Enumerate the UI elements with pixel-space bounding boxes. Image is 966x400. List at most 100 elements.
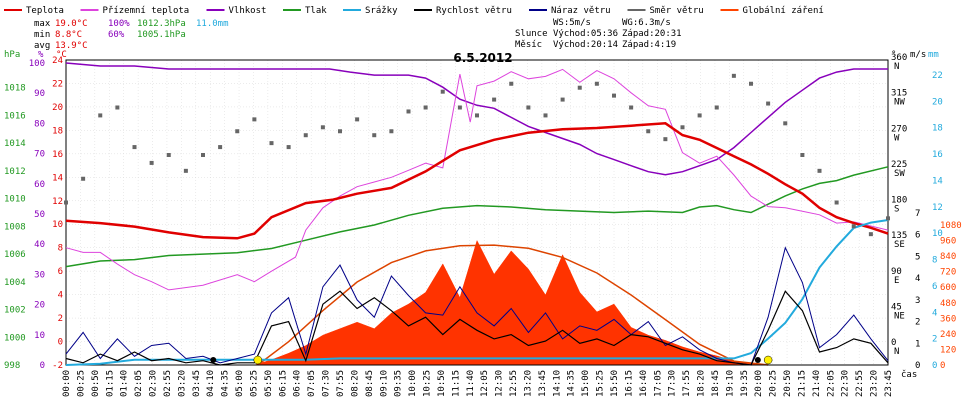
axis-hpa-tick-6: 1010 xyxy=(4,195,26,205)
axis-mm-tick-6: 12 xyxy=(932,203,943,213)
axis-degc-tick-11: 20 xyxy=(52,103,63,113)
x-tick-21: 08:45 xyxy=(365,370,375,397)
axis-degc-tick-6: 10 xyxy=(52,220,63,230)
wind-direction-point-38 xyxy=(714,105,719,110)
wind-direction-point-9 xyxy=(218,145,223,150)
wind-direction-point-39 xyxy=(731,73,736,78)
x-tick-31: 12:55 xyxy=(509,370,519,397)
wind-direction-point-4 xyxy=(132,145,137,150)
axis-degc-label: °C xyxy=(56,50,67,60)
x-tick-27: 11:15 xyxy=(451,370,461,397)
axis-mm-tick-7: 14 xyxy=(932,176,943,186)
axis-pct-tick-6: 60 xyxy=(34,180,45,190)
x-tick-44: 18:20 xyxy=(697,370,707,397)
wind-speed-line xyxy=(65,290,889,366)
x-tick-39: 16:15 xyxy=(624,370,634,397)
axis-degc-tick-13: 24 xyxy=(52,56,63,66)
x-tick-0: 00:00 xyxy=(62,370,72,397)
stat-avg-label: avg xyxy=(34,41,50,51)
x-tick-22: 09:10 xyxy=(379,370,389,397)
x-tick-23: 09:35 xyxy=(394,370,404,397)
x-tick-12: 05:00 xyxy=(235,370,245,397)
wind-direction-point-15 xyxy=(320,125,325,130)
plot-border xyxy=(65,59,889,366)
axis-compass-1: NE xyxy=(894,311,905,321)
x-tick-53: 22:05 xyxy=(826,370,836,397)
axis-mm-tick-2: 4 xyxy=(932,308,937,318)
wind-direction-point-14 xyxy=(303,133,308,138)
x-tick-24: 10:00 xyxy=(408,370,418,397)
axis-deg-tick-3: 135 xyxy=(891,231,907,241)
x-tick-11: 04:35 xyxy=(221,370,231,397)
axis-compass-4: S xyxy=(894,205,899,215)
wind-direction-point-30 xyxy=(577,85,582,90)
axis-wm2-tick-1: 120 xyxy=(940,345,956,355)
wind-direction-point-40 xyxy=(749,81,753,86)
axis-degc-tick-10: 18 xyxy=(52,126,63,136)
x-tick-37: 15:25 xyxy=(596,370,606,397)
axis-ms-tick-3: 3 xyxy=(915,296,920,306)
axis-wm2-tick-7: 840 xyxy=(940,252,956,262)
wind-direction-point-37 xyxy=(697,113,702,118)
axis-mm-tick-0: 0 xyxy=(932,361,937,371)
theoretical-solar-line xyxy=(257,244,769,366)
info-moon-rise: Východ:20:14 xyxy=(553,40,618,50)
wind-direction-point-19 xyxy=(389,129,394,134)
x-tick-7: 02:55 xyxy=(163,370,173,397)
x-tick-30: 12:30 xyxy=(495,370,505,397)
wind-direction-point-5 xyxy=(149,160,154,165)
stat-max-press: 1012.3hPa xyxy=(137,19,186,29)
axis-compass-5: SW xyxy=(894,169,905,179)
axis-ms-label: m/s xyxy=(910,50,926,60)
humidity-line xyxy=(65,62,888,176)
ground-temperature-line xyxy=(65,68,889,291)
info-sun-label: Slunce xyxy=(515,29,548,39)
axis-wm2-tick-3: 360 xyxy=(940,314,956,324)
x-tick-10: 04:10 xyxy=(206,370,216,397)
x-tick-8: 03:20 xyxy=(177,370,187,397)
axis-pct-tick-4: 40 xyxy=(34,240,45,250)
wind-direction-point-20 xyxy=(406,109,411,114)
x-tick-19: 07:55 xyxy=(336,370,346,397)
axis-hpa-tick-2: 1002 xyxy=(4,306,26,316)
x-tick-42: 17:30 xyxy=(668,370,678,397)
axis-degc-tick-9: 16 xyxy=(52,150,63,160)
x-tick-47: 19:35 xyxy=(740,370,750,397)
axis-pct-tick-3: 30 xyxy=(34,270,45,280)
x-tick-18: 07:30 xyxy=(322,370,332,397)
axis-deg-tick-5: 225 xyxy=(891,160,907,170)
stat-avg-temp: 13.9°C xyxy=(55,41,88,51)
x-tick-51: 21:15 xyxy=(797,370,807,397)
x-tick-15: 06:15 xyxy=(278,370,288,397)
x-tick-43: 17:55 xyxy=(682,370,692,397)
info-moon-set: Západ:4:19 xyxy=(622,40,676,50)
stat-max-rain: 11.0mm xyxy=(196,19,229,29)
info-sun-set: Západ:20:31 xyxy=(622,29,682,39)
axis-hpa-tick-10: 1018 xyxy=(4,84,26,94)
x-tick-28: 11:40 xyxy=(466,370,476,397)
legend-label-6: Náraz větru xyxy=(551,6,611,16)
x-tick-9: 03:45 xyxy=(192,370,202,397)
axis-hpa-tick-3: 1004 xyxy=(4,278,26,288)
x-tick-20: 08:20 xyxy=(350,370,360,397)
x-tick-36: 15:00 xyxy=(581,370,591,397)
stat-max-label: max xyxy=(34,19,51,29)
axis-degc-tick-1: 0 xyxy=(58,338,63,348)
moonrise-marker xyxy=(754,357,761,363)
axis-degc-tick-12: 22 xyxy=(52,79,63,89)
x-tick-5: 02:05 xyxy=(134,370,144,397)
wind-direction-point-33 xyxy=(629,105,634,110)
wind-direction-point-23 xyxy=(457,105,462,110)
x-tick-17: 07:05 xyxy=(307,370,317,397)
x-tick-50: 20:50 xyxy=(783,370,793,397)
axis-degc-tick-5: 8 xyxy=(58,244,63,254)
wind-direction-point-41 xyxy=(766,101,771,106)
axis-degc-tick-7: 12 xyxy=(52,197,63,207)
wind-direction-point-21 xyxy=(423,105,428,110)
wind-direction-point-6 xyxy=(166,153,171,157)
x-tick-49: 20:25 xyxy=(769,370,779,397)
axis-ms-tick-0: 0 xyxy=(915,361,920,371)
wind-direction-point-7 xyxy=(183,168,188,173)
